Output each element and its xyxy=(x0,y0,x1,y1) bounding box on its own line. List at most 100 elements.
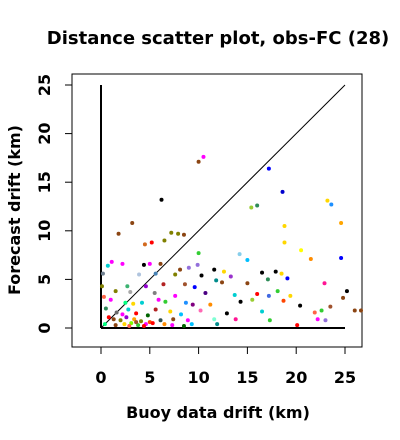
data-point xyxy=(169,230,174,235)
data-point xyxy=(139,300,144,305)
data-point xyxy=(130,221,135,226)
data-point xyxy=(101,294,106,299)
y-tick-label: 20 xyxy=(35,122,54,144)
data-point xyxy=(249,205,254,210)
data-point xyxy=(255,291,260,296)
data-point xyxy=(192,285,197,290)
data-point xyxy=(199,273,204,278)
data-point xyxy=(195,262,200,267)
y-tick-label: 5 xyxy=(35,274,54,285)
data-point xyxy=(128,290,133,295)
data-point xyxy=(143,284,148,289)
data-point xyxy=(136,323,141,328)
data-point xyxy=(221,269,226,274)
data-point xyxy=(288,293,293,298)
data-point xyxy=(359,308,363,313)
data-point xyxy=(152,291,157,296)
y-tick-label: 10 xyxy=(35,220,54,242)
data-point xyxy=(141,262,146,267)
data-point xyxy=(147,261,152,266)
data-point xyxy=(282,223,287,228)
data-point xyxy=(159,197,164,202)
data-point xyxy=(137,272,142,277)
data-point xyxy=(325,198,330,203)
data-point xyxy=(173,293,178,298)
data-point xyxy=(103,306,108,311)
data-point xyxy=(153,271,158,276)
data-point xyxy=(153,307,158,312)
data-point xyxy=(162,322,167,327)
data-point xyxy=(100,271,105,276)
data-point xyxy=(178,267,183,272)
data-point xyxy=(203,291,208,296)
plot-frame xyxy=(71,73,363,348)
data-point xyxy=(158,318,163,323)
x-tick-label: 5 xyxy=(144,368,155,387)
data-point xyxy=(212,267,217,272)
data-point xyxy=(123,300,128,305)
data-point xyxy=(228,274,233,279)
data-point xyxy=(126,307,131,312)
data-point xyxy=(329,202,334,207)
data-point xyxy=(341,295,346,300)
x-tick-label: 0 xyxy=(95,368,106,387)
data-point xyxy=(124,315,129,320)
data-point xyxy=(161,282,166,287)
data-point xyxy=(328,304,333,309)
data-point xyxy=(162,238,167,243)
data-point xyxy=(150,321,155,326)
data-point xyxy=(145,313,150,318)
data-point xyxy=(224,311,229,316)
data-point xyxy=(295,323,300,328)
data-point xyxy=(279,271,284,276)
data-point xyxy=(255,203,260,208)
data-point xyxy=(139,319,144,324)
data-point xyxy=(183,300,188,305)
data-point xyxy=(118,318,123,323)
data-point xyxy=(233,317,238,322)
data-point xyxy=(134,320,139,325)
data-point xyxy=(189,322,194,327)
data-point xyxy=(106,315,111,320)
data-point xyxy=(181,232,186,237)
data-point xyxy=(215,322,220,327)
data-point xyxy=(125,284,130,289)
data-point xyxy=(158,261,163,266)
data-point xyxy=(245,281,250,286)
data-point xyxy=(250,297,255,302)
data-point xyxy=(149,240,154,245)
data-point xyxy=(168,309,173,314)
data-point xyxy=(179,312,184,317)
data-point xyxy=(201,154,206,159)
x-tick-label: 25 xyxy=(334,368,356,387)
data-point xyxy=(129,321,134,326)
data-point xyxy=(282,240,287,245)
data-point xyxy=(185,318,190,323)
reference-line-identity xyxy=(100,84,346,329)
data-point xyxy=(141,324,146,329)
data-point xyxy=(142,242,147,247)
data-point xyxy=(186,265,191,270)
data-point xyxy=(344,289,349,294)
data-point xyxy=(238,299,243,304)
data-point xyxy=(220,280,225,285)
data-point xyxy=(319,308,324,313)
data-point xyxy=(275,289,280,294)
data-point xyxy=(109,259,114,264)
data-point xyxy=(260,270,265,275)
data-point xyxy=(102,322,107,327)
data-point xyxy=(339,221,344,226)
data-point xyxy=(120,312,125,317)
data-point xyxy=(232,292,237,297)
data-point xyxy=(105,263,110,268)
data-point xyxy=(273,269,278,274)
data-point xyxy=(212,317,217,322)
data-point xyxy=(120,261,125,266)
data-point xyxy=(323,318,328,323)
data-point xyxy=(156,297,161,302)
data-point xyxy=(265,277,270,282)
data-point xyxy=(176,231,181,236)
data-point xyxy=(281,298,286,303)
x-tick-label: 20 xyxy=(285,368,307,387)
data-point xyxy=(181,324,186,329)
